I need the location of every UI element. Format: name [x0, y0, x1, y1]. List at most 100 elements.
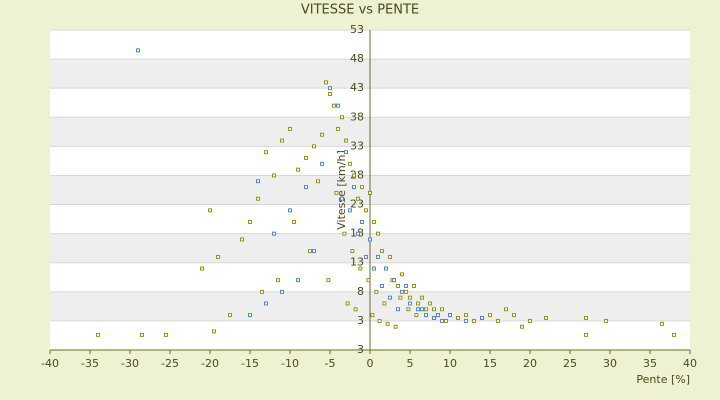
- point: [584, 316, 588, 320]
- point: [248, 220, 252, 224]
- point: [388, 254, 392, 259]
- point: [345, 301, 350, 306]
- point: [264, 150, 268, 155]
- point: [340, 196, 344, 201]
- point: [370, 313, 375, 318]
- point: [440, 307, 444, 312]
- point: [320, 161, 324, 166]
- x-tick-label: -35: [81, 357, 99, 370]
- chart-title: VITESSE vs PENTE: [301, 3, 419, 18]
- point: [353, 307, 358, 312]
- point: [406, 307, 411, 312]
- point: [140, 332, 144, 337]
- point: [584, 332, 588, 337]
- point: [164, 332, 168, 337]
- point: [312, 249, 316, 254]
- point: [366, 278, 371, 283]
- x-tick-label: 10: [443, 357, 457, 370]
- point: [350, 249, 355, 254]
- point: [544, 316, 548, 320]
- point: [308, 249, 312, 254]
- point: [372, 266, 376, 271]
- x-tick-label: -30: [121, 357, 139, 370]
- point: [256, 196, 260, 201]
- y-tick-label: 38: [350, 110, 364, 123]
- point: [344, 138, 348, 143]
- point: [352, 185, 356, 190]
- x-tick-label: -25: [161, 357, 179, 370]
- point: [392, 278, 396, 283]
- point: [388, 295, 392, 300]
- point: [528, 318, 532, 323]
- point: [136, 48, 140, 53]
- point: [316, 179, 320, 184]
- point: [376, 231, 380, 236]
- point: [356, 196, 360, 201]
- point: [416, 307, 420, 312]
- point: [296, 167, 300, 172]
- x-tick-label: 30: [603, 357, 617, 370]
- point: [248, 313, 252, 318]
- point: [604, 318, 608, 323]
- point: [400, 289, 404, 294]
- point: [432, 316, 436, 320]
- point: [208, 208, 212, 213]
- point: [420, 307, 424, 312]
- point: [444, 318, 448, 323]
- point: [382, 301, 387, 306]
- point: [334, 190, 339, 195]
- point: [292, 220, 296, 224]
- point: [336, 103, 340, 108]
- point: [472, 318, 476, 323]
- point: [364, 208, 368, 213]
- point: [336, 126, 340, 131]
- point: [348, 208, 352, 213]
- point: [488, 313, 492, 318]
- point: [264, 301, 268, 306]
- point: [374, 289, 379, 294]
- point: [440, 318, 444, 323]
- point: [380, 284, 384, 288]
- point: [380, 249, 384, 254]
- point: [404, 289, 408, 294]
- point: [398, 295, 403, 300]
- x-tick-label: -15: [241, 357, 259, 370]
- y-tick-label: 48: [350, 52, 364, 65]
- point: [408, 295, 412, 300]
- point: [464, 318, 468, 323]
- point: [376, 254, 380, 259]
- y-tick-label: 8: [357, 285, 364, 298]
- point: [340, 115, 344, 120]
- point: [520, 324, 524, 329]
- point: [260, 289, 264, 294]
- y-tick-label: 23: [350, 198, 364, 211]
- point: [348, 161, 352, 166]
- x-tick-label: 0: [367, 357, 374, 370]
- x-tick-label: -5: [325, 357, 336, 370]
- x-tick-label: -40: [41, 357, 59, 370]
- x-tick-label: 20: [523, 357, 537, 370]
- y-tick-label: 3: [357, 314, 364, 327]
- point: [432, 307, 436, 312]
- point: [428, 301, 432, 306]
- x-tick-label: -20: [201, 357, 219, 370]
- point: [360, 220, 364, 224]
- point: [393, 324, 398, 329]
- point: [368, 237, 372, 242]
- point: [272, 173, 276, 178]
- point: [456, 316, 460, 320]
- point: [212, 329, 216, 334]
- point: [496, 318, 500, 323]
- point: [512, 313, 516, 318]
- point: [272, 231, 276, 236]
- point: [328, 92, 332, 96]
- point: [424, 313, 428, 318]
- point: [404, 284, 408, 288]
- point: [412, 284, 416, 288]
- y-tick-label: 53: [350, 23, 364, 36]
- point: [312, 144, 316, 149]
- point: [344, 150, 348, 155]
- point: [480, 316, 484, 320]
